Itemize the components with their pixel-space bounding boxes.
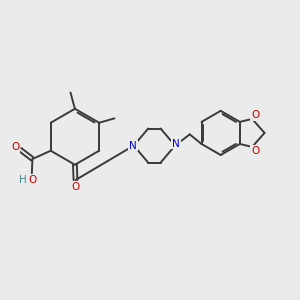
Text: H: H xyxy=(19,175,26,184)
Text: O: O xyxy=(251,110,259,120)
Text: O: O xyxy=(251,146,259,156)
Text: O: O xyxy=(71,182,80,191)
Text: O: O xyxy=(11,142,19,152)
Text: N: N xyxy=(172,139,180,148)
Text: N: N xyxy=(129,141,137,151)
Text: O: O xyxy=(28,175,37,184)
